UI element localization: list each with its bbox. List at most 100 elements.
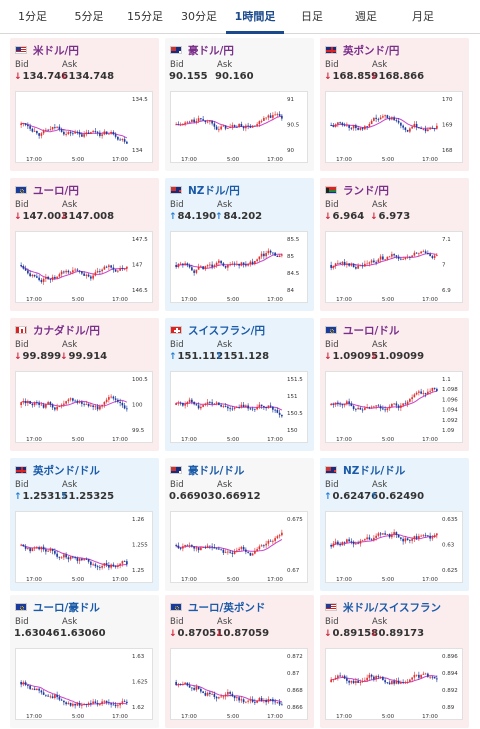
pair-name[interactable]: ユーロ/ドル	[343, 324, 400, 337]
tab-5[interactable]: 日足	[301, 10, 323, 23]
up-arrow-icon: ↑	[215, 212, 223, 222]
y-tick-label: 134.5	[132, 97, 148, 103]
ask-label: Ask	[372, 617, 388, 627]
rate-card[interactable]: 英ポンド/円 Bid Ask ↓168.859 ↓168.866 170 169 168 17:…	[320, 38, 469, 171]
pair-title[interactable]: ユーロ/豪ドル	[15, 600, 100, 614]
pair-title[interactable]: 英ポンド/ドル	[15, 463, 100, 477]
rate-card[interactable]: ユーロ/豪ドル Bid Ask 1.63046 1.63060 1.63 1.625 1.62…	[10, 595, 159, 728]
candle-body	[92, 564, 94, 566]
candle-body	[67, 270, 70, 273]
candlestick-chart[interactable]: 170 169 168 17:00 5:00 17:00	[325, 91, 463, 163]
candle-body	[258, 698, 261, 701]
rate-card[interactable]: スイスフラン/円 Bid Ask ↑151.112 ↑151.128 151.5 151 15…	[165, 318, 314, 451]
candle-body	[218, 402, 220, 406]
rate-card[interactable]: NZドル/ドル Bid Ask ↑0.62476 ↑0.62490 0.635 0.63 0.…	[320, 458, 469, 591]
tab-3[interactable]: 30分足	[181, 10, 217, 23]
pair-title[interactable]: 米ドル/円	[15, 43, 79, 57]
candle-body	[47, 402, 49, 405]
pair-title[interactable]: NZドル/ドル	[325, 463, 405, 477]
candle-body	[76, 557, 79, 561]
candle-body	[224, 265, 227, 268]
pair-title[interactable]: ユーロ/ドル	[325, 323, 399, 337]
candle-body	[45, 404, 47, 408]
pair-name[interactable]: ユーロ/円	[33, 184, 79, 197]
rate-card[interactable]: 豪ドル/ドル Bid Ask 0.66903 0.66912 0.675 0.67 17:00…	[165, 458, 314, 591]
candlestick-chart[interactable]: 0.896 0.894 0.892 0.89 17:00 5:00 17:00	[325, 648, 463, 720]
pair-title[interactable]: 豪ドル/ドル	[170, 463, 244, 477]
x-tick-label: 5:00	[227, 714, 240, 720]
pair-name[interactable]: 英ポンド/ドル	[33, 464, 100, 477]
tab-0[interactable]: 1分足	[18, 10, 47, 23]
ask-number: 99.914	[68, 351, 108, 362]
y-tick-label: 1.26	[132, 517, 145, 523]
candlestick-chart[interactable]: 7.1 7 6.9 17:00 5:00 17:00	[325, 231, 463, 303]
pair-title[interactable]: ユーロ/円	[15, 183, 79, 197]
rate-card[interactable]: ランド/円 Bid Ask ↓6.964 ↓6.973 7.1 7 6.9 17:00 5:00 1…	[320, 178, 469, 311]
pair-name[interactable]: スイスフラン/円	[188, 324, 266, 337]
candlestick-chart[interactable]: 0.675 0.67 17:00 5:00 17:00	[170, 511, 308, 583]
pair-title[interactable]: 英ポンド/円	[325, 43, 399, 57]
candle-body	[393, 403, 395, 405]
rate-card[interactable]: 米ドル/スイスフラン Bid Ask ↓0.89158 ↓0.89173 0.896 0.8…	[320, 595, 469, 728]
candle-body	[263, 253, 265, 257]
candle-body	[121, 268, 124, 270]
tab-2[interactable]: 15分足	[127, 10, 163, 23]
pair-name[interactable]: 豪ドル/円	[188, 44, 234, 57]
rate-card[interactable]: ユーロ/円 Bid Ask ↓147.003 ↓147.008 147.5 147 146.5…	[10, 178, 159, 311]
tab-1[interactable]: 5分足	[74, 10, 104, 23]
tab-6[interactable]: 週足	[355, 10, 377, 23]
pair-name[interactable]: 米ドル/円	[33, 44, 79, 57]
pair-name[interactable]: 豪ドル/ドル	[188, 464, 245, 477]
tab-7[interactable]: 月足	[412, 10, 434, 23]
candlestick-chart[interactable]: 100.5 100 99.5 17:00 5:00 17:00	[15, 371, 153, 443]
pair-title[interactable]: ユーロ/英ポンド	[170, 600, 265, 614]
candlestick-chart[interactable]: 1.63 1.625 1.62 17:00 5:00 17:00	[15, 648, 153, 720]
candle-body	[276, 409, 279, 413]
candlestick-chart[interactable]: 91 90.5 90 17:00 5:00 17:00	[170, 91, 308, 163]
pair-name[interactable]: ユーロ/英ポンド	[188, 601, 266, 614]
candle-body	[397, 405, 400, 408]
rate-card[interactable]: 豪ドル/円 Bid Ask 90.155 90.160 91 90.5 90 17:00 5:00…	[165, 38, 314, 171]
rate-card[interactable]: NZドル/円 Bid Ask ↑84.190 ↑84.202 85.5 85 84.5 84 17…	[165, 178, 314, 311]
candlestick-chart[interactable]: 85.5 85 84.5 84 17:00 5:00 17:00	[170, 231, 308, 303]
candlestick-chart[interactable]: 1.1 1.098 1.096 1.094 1.092 1.09 17:00 5:00 17:0…	[325, 371, 463, 443]
rate-card[interactable]: カナダドル/円 Bid Ask ↓99.899 ↓99.914 100.5 100 99.5 1…	[10, 318, 159, 451]
rate-card[interactable]: 英ポンド/ドル Bid Ask ↑1.25315 ↑1.25325 1.26 1.255 1.…	[10, 458, 159, 591]
tab-4[interactable]: 1時間足	[226, 0, 284, 34]
pair-title[interactable]: スイスフラン/円	[170, 323, 265, 337]
pair-name[interactable]: ランド/円	[343, 184, 389, 197]
pair-name[interactable]: NZドル/ドル	[343, 464, 406, 477]
candle-body	[368, 407, 371, 408]
rate-card[interactable]: ユーロ/ドル Bid Ask ↓1.09095 ↓1.09099 1.1 1.098 1.09…	[320, 318, 469, 451]
pair-name[interactable]: カナダドル/円	[33, 324, 100, 337]
candle-body	[377, 118, 380, 120]
pair-name[interactable]: 英ポンド/円	[343, 44, 400, 57]
candlestick-chart[interactable]: 0.635 0.63 0.625 17:00 5:00 17:00	[325, 511, 463, 583]
candle-body	[36, 402, 38, 404]
pair-title[interactable]: NZドル/円	[170, 183, 240, 197]
rate-card[interactable]: 米ドル/円 Bid Ask ↓134.746 ↓134.748 134.5 134 17:00…	[10, 38, 159, 171]
rate-card[interactable]: ユーロ/英ポンド Bid Ask ↓0.87051 ↓0.87059 0.872 0.87 0…	[165, 595, 314, 728]
pair-name[interactable]: NZドル/円	[188, 184, 240, 197]
candle-body	[406, 681, 409, 683]
candle-body	[209, 692, 211, 695]
candle-body	[269, 250, 272, 253]
pair-title[interactable]: 米ドル/スイスフラン	[325, 600, 441, 614]
pair-name[interactable]: 米ドル/スイスフラン	[343, 601, 442, 614]
candlestick-chart[interactable]: 134.5 134 17:00 5:00 17:00	[15, 91, 153, 163]
pair-title[interactable]: カナダドル/円	[15, 323, 100, 337]
candle-body	[202, 404, 204, 407]
pair-title[interactable]: 豪ドル/円	[170, 43, 234, 57]
candlestick-chart[interactable]: 0.872 0.87 0.868 0.866 17:00 5:00 17:00	[170, 648, 308, 720]
candlestick-chart[interactable]: 151.5 151 150.5 150 17:00 5:00 17:00	[170, 371, 308, 443]
pair-name[interactable]: ユーロ/豪ドル	[33, 601, 100, 614]
candle-body	[375, 262, 377, 263]
candlestick-chart[interactable]: 1.26 1.255 1.25 17:00 5:00 17:00	[15, 511, 153, 583]
pair-title[interactable]: ランド/円	[325, 183, 389, 197]
candle-body	[431, 676, 434, 678]
candle-body	[184, 263, 186, 265]
candlestick-chart[interactable]: 147.5 147 146.5 17:00 5:00 17:00	[15, 231, 153, 303]
eu-flag-icon	[170, 603, 182, 611]
candle-body	[193, 402, 195, 405]
candle-body	[105, 399, 108, 402]
